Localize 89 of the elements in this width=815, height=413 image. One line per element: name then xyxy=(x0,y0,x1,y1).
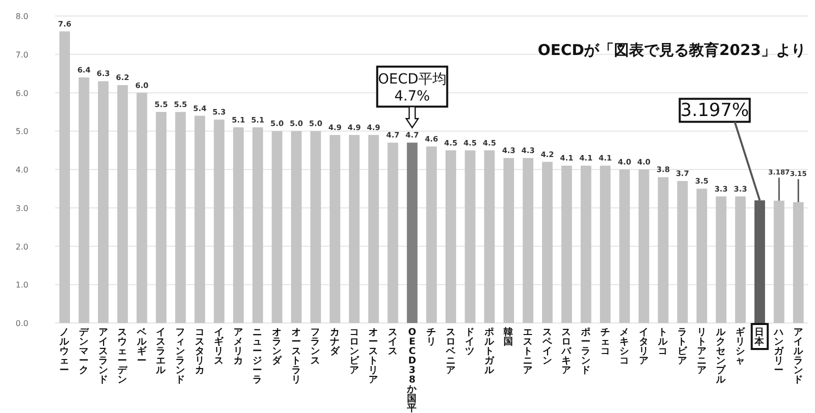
x-tick-label: リトアニア xyxy=(696,327,707,376)
x-tick-label: アメリカ xyxy=(233,327,244,366)
bar xyxy=(233,127,244,323)
x-tick-label: ドイツ xyxy=(465,327,476,357)
category-label: OECD38か国平 xyxy=(407,327,418,413)
x-tick-label: メキシコ xyxy=(620,327,630,366)
bar xyxy=(600,166,611,323)
x-tick-label: フィンランド xyxy=(176,327,186,386)
bar xyxy=(542,162,553,323)
bar xyxy=(696,188,708,323)
x-tick-label: ニュージーラ xyxy=(252,327,263,386)
x-tick-label: スウェーデン xyxy=(118,327,129,386)
bar xyxy=(136,92,148,323)
x-tick-label: イタリア xyxy=(638,327,649,366)
x-tick-label: ギリシャ xyxy=(735,326,746,366)
bar xyxy=(78,77,90,323)
x-tick-label: エストニア xyxy=(523,327,534,376)
bar xyxy=(716,196,726,323)
bar xyxy=(194,116,206,323)
bar xyxy=(156,112,166,323)
x-tick-label: ポルトガル xyxy=(483,327,496,376)
bar xyxy=(310,131,321,323)
x-tick-label: チリ xyxy=(426,327,436,348)
y-tick-label: 2.0 xyxy=(16,242,28,252)
bar xyxy=(619,170,630,323)
bar xyxy=(175,112,186,323)
bar xyxy=(272,131,282,323)
bar xyxy=(406,142,418,323)
y-tick-label: 4.0 xyxy=(16,166,28,174)
x-tick-label: ノルウェー xyxy=(58,327,71,376)
x-tick-label: 日本 xyxy=(754,327,766,348)
y-tick-label: 1.0 xyxy=(16,280,28,290)
bar xyxy=(252,127,264,323)
x-tick-label: イギリス xyxy=(214,327,226,366)
bar xyxy=(735,196,746,323)
x-tick-label: アイルランド xyxy=(792,327,804,386)
x-tick-label: フランス xyxy=(310,327,321,366)
x-tick-label: ルクセンブル xyxy=(715,327,728,386)
x-tick-label: トルコ xyxy=(657,327,670,357)
bar xyxy=(580,166,592,323)
x-tick-label: イスラエル xyxy=(155,327,168,376)
x-tick-label: デンマーク xyxy=(78,327,90,376)
bar xyxy=(348,134,360,323)
bar xyxy=(793,202,804,323)
y-tick-label: 7.0 xyxy=(16,50,28,60)
x-tick-label: アイスランド xyxy=(98,327,108,386)
x-tick-label: スロバキア xyxy=(560,327,573,376)
y-tick-label: 3.0 xyxy=(16,204,28,213)
bar xyxy=(464,150,476,323)
bar xyxy=(561,166,572,323)
bar xyxy=(214,120,224,323)
x-tick-label: スイス xyxy=(388,327,398,357)
bar xyxy=(368,134,379,323)
bar xyxy=(446,150,456,323)
x-tick-label: カナダ xyxy=(330,327,341,357)
y-tick-label: 0.0 xyxy=(16,319,28,328)
x-tick-label: ベルギー xyxy=(136,327,148,366)
bar xyxy=(484,150,495,323)
x-tick-label: ラトビア xyxy=(678,327,688,366)
x-tick-label: コロンビア xyxy=(349,327,360,376)
bar xyxy=(291,131,302,323)
x-tick-label: コスタリカ xyxy=(194,327,205,376)
y-tick-label: 8.0 xyxy=(16,12,28,21)
x-tick-label: 韓国 xyxy=(504,326,514,348)
bar xyxy=(330,134,340,323)
x-tick-label: チェコ xyxy=(600,327,610,357)
annotation: OECDが「図表で見る教育2023」より xyxy=(538,41,806,59)
x-tick-label: スロベニア xyxy=(444,327,457,376)
bar xyxy=(522,158,534,323)
bar xyxy=(774,200,784,323)
bar xyxy=(388,142,398,323)
x-tick-label: オーストラリ xyxy=(291,327,302,386)
y-tick-label: 5.0 xyxy=(16,127,28,136)
y-tick-label: 6.0 xyxy=(16,88,28,98)
annotation: 3.197% xyxy=(680,100,750,121)
x-tick-label: ハンガリー xyxy=(773,327,786,376)
x-tick-label: ポーランド xyxy=(580,327,591,376)
bar xyxy=(638,170,650,323)
bar xyxy=(426,146,437,323)
x-tick-label: スペイン xyxy=(541,327,554,366)
bar xyxy=(677,181,688,323)
bar xyxy=(503,158,514,323)
bar xyxy=(117,85,128,323)
bar xyxy=(98,81,109,323)
x-tick-label: オーストリア xyxy=(368,327,379,386)
bar xyxy=(59,31,70,323)
x-tick-label: オランダ xyxy=(272,327,284,366)
annotation: OECD平均 4.7% xyxy=(378,72,446,105)
bar xyxy=(658,177,668,323)
